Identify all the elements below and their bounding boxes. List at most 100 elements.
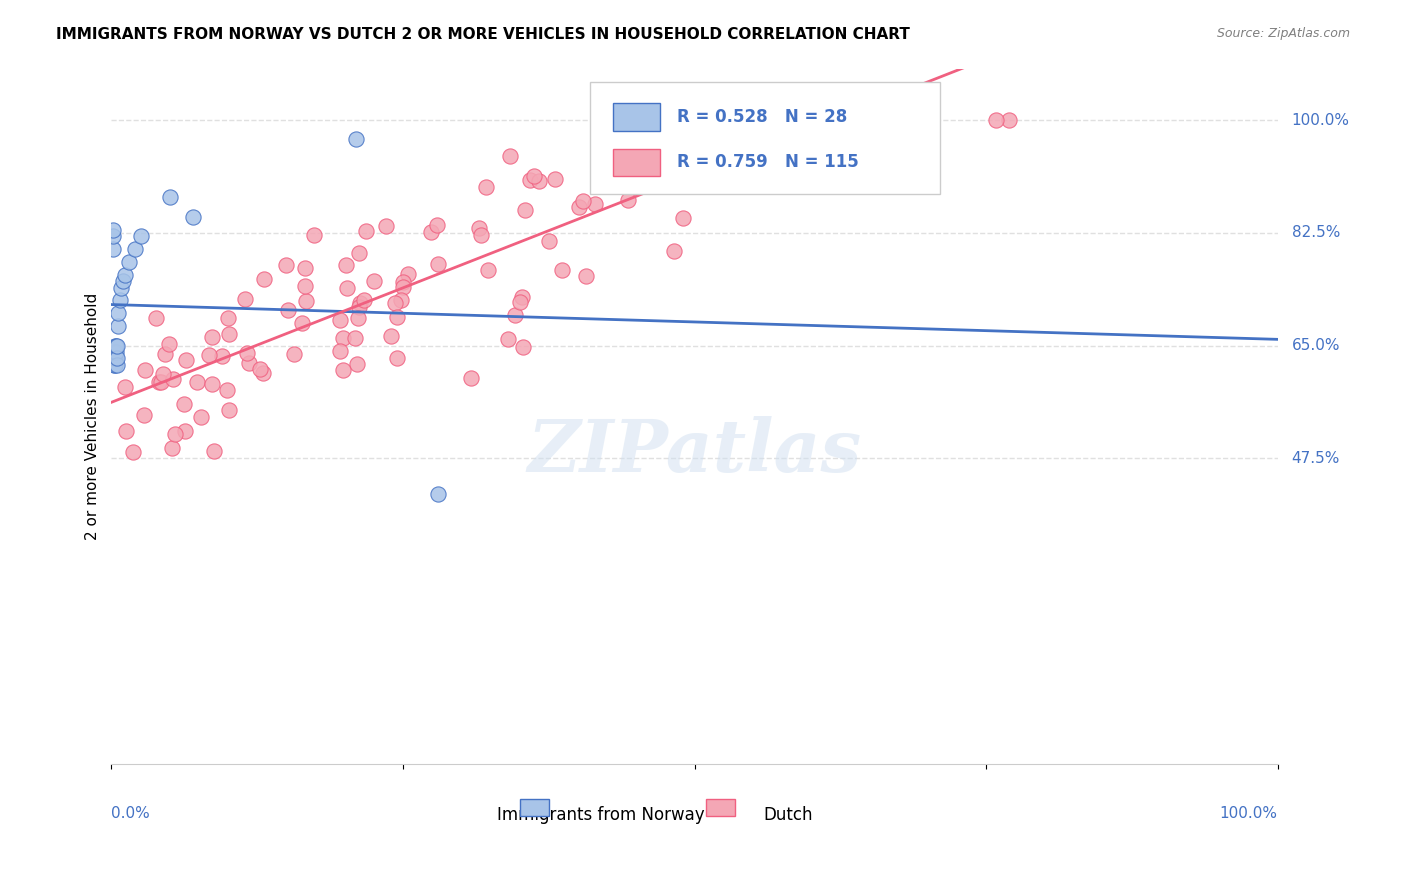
Point	[283, 347, 305, 361]
Point	[233, 292, 256, 306]
Point	[107, 306, 129, 320]
Point	[163, 426, 186, 441]
Point	[387, 310, 409, 324]
Point	[668, 177, 690, 191]
Point	[572, 194, 595, 209]
Point	[150, 375, 173, 389]
Point	[236, 346, 259, 360]
Point	[356, 224, 378, 238]
Point	[380, 329, 402, 343]
Point	[510, 290, 533, 304]
Point	[984, 113, 1007, 128]
Point	[105, 358, 128, 372]
Point	[499, 149, 522, 163]
Point	[104, 345, 127, 359]
Point	[681, 113, 703, 128]
Point	[349, 246, 371, 260]
Point	[215, 384, 238, 398]
Point	[544, 172, 567, 186]
Point	[291, 317, 314, 331]
Point	[217, 311, 239, 326]
Point	[332, 331, 354, 345]
Point	[363, 274, 385, 288]
Point	[568, 200, 591, 214]
Point	[384, 295, 406, 310]
Point	[385, 351, 408, 365]
Point	[893, 113, 915, 128]
Point	[332, 362, 354, 376]
Point	[336, 281, 359, 295]
Point	[145, 310, 167, 325]
FancyBboxPatch shape	[520, 799, 548, 816]
Point	[104, 358, 127, 372]
Text: 82.5%: 82.5%	[1292, 226, 1340, 240]
FancyBboxPatch shape	[613, 103, 659, 131]
Point	[173, 396, 195, 410]
Point	[211, 349, 233, 363]
Point	[551, 263, 574, 277]
Point	[676, 147, 699, 161]
Point	[252, 366, 274, 380]
Point	[101, 222, 124, 236]
Point	[389, 293, 412, 307]
Point	[537, 235, 560, 249]
Text: 0.0%: 0.0%	[111, 806, 150, 821]
Point	[108, 293, 131, 308]
Point	[349, 296, 371, 310]
Text: ZIPatlas: ZIPatlas	[527, 416, 862, 487]
Point	[218, 326, 240, 341]
Point	[103, 345, 125, 359]
Point	[817, 113, 839, 128]
Text: 100.0%: 100.0%	[1220, 806, 1278, 821]
Text: Dutch: Dutch	[763, 806, 813, 824]
Point	[114, 380, 136, 394]
Point	[512, 340, 534, 354]
Point	[104, 338, 127, 352]
Point	[104, 351, 127, 366]
Point	[697, 147, 720, 161]
Point	[302, 228, 325, 243]
Point	[505, 308, 527, 322]
Point	[294, 261, 316, 276]
FancyBboxPatch shape	[706, 799, 735, 816]
Point	[201, 376, 224, 391]
FancyBboxPatch shape	[589, 82, 939, 194]
Point	[101, 242, 124, 256]
Point	[343, 331, 366, 345]
Point	[583, 197, 606, 211]
Point	[174, 424, 197, 438]
Point	[186, 375, 208, 389]
Point	[253, 271, 276, 285]
Point	[129, 229, 152, 244]
Point	[201, 330, 224, 344]
Point	[997, 113, 1019, 128]
Point	[765, 113, 787, 128]
Point	[758, 160, 780, 174]
Point	[344, 132, 367, 146]
Point	[112, 274, 135, 288]
Point	[218, 402, 240, 417]
Text: 65.0%: 65.0%	[1292, 338, 1340, 353]
Point	[181, 210, 204, 224]
Text: IMMIGRANTS FROM NORWAY VS DUTCH 2 OR MORE VEHICLES IN HOUSEHOLD CORRELATION CHAR: IMMIGRANTS FROM NORWAY VS DUTCH 2 OR MOR…	[56, 27, 910, 42]
Point	[468, 221, 491, 235]
Point	[118, 254, 141, 268]
Point	[329, 313, 352, 327]
Point	[114, 268, 136, 282]
Point	[744, 130, 766, 145]
Point	[353, 293, 375, 308]
Point	[427, 257, 450, 271]
Point	[683, 160, 706, 174]
Point	[103, 351, 125, 366]
Point	[498, 332, 520, 346]
Point	[392, 275, 415, 289]
Point	[654, 129, 676, 144]
Point	[105, 351, 128, 366]
Point	[617, 193, 640, 207]
FancyBboxPatch shape	[613, 149, 659, 177]
Point	[662, 244, 685, 258]
Point	[238, 356, 260, 370]
Y-axis label: 2 or more Vehicles in Household: 2 or more Vehicles in Household	[86, 293, 100, 540]
Point	[347, 301, 370, 315]
Point	[294, 294, 316, 309]
